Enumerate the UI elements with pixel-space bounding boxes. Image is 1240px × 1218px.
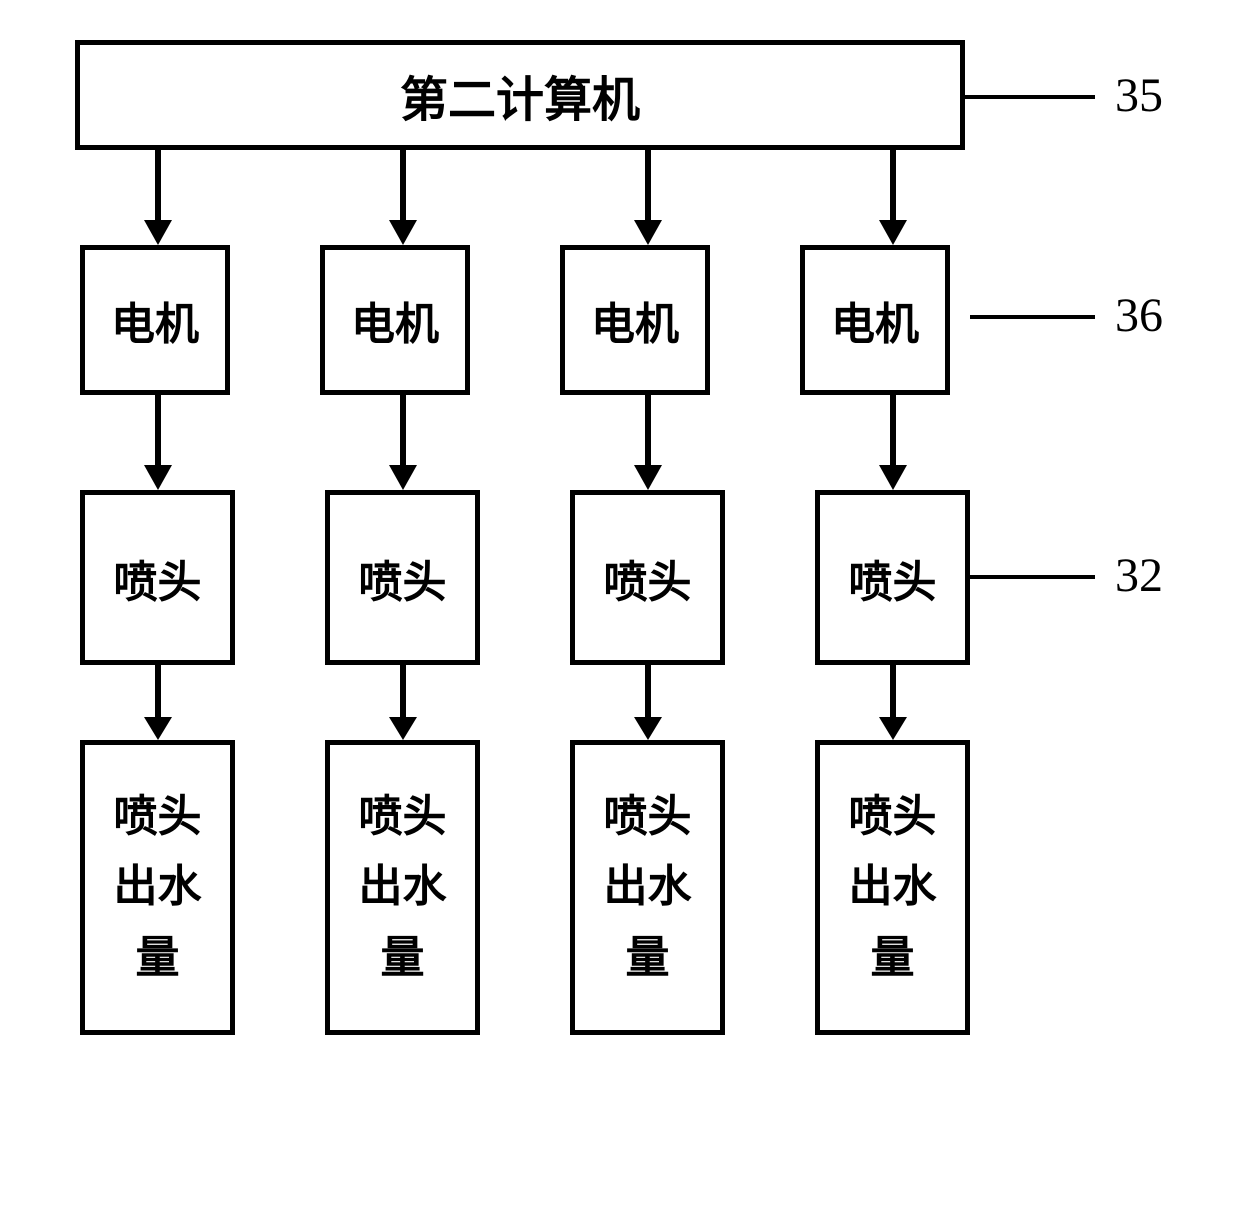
nozzle-label: 喷头 xyxy=(849,546,937,610)
arrow-cell xyxy=(80,395,235,490)
output-line3: 量 xyxy=(381,923,425,993)
arrow-down-icon xyxy=(383,150,423,245)
output-line1: 喷头 xyxy=(849,782,937,852)
motor-label: 电机 xyxy=(351,288,439,352)
output-box: 喷头 出水 量 xyxy=(815,740,970,1035)
output-box: 喷头 出水 量 xyxy=(570,740,725,1035)
leader-line-35 xyxy=(965,95,1095,99)
output-line1: 喷头 xyxy=(604,782,692,852)
output-box: 喷头 出水 量 xyxy=(325,740,480,1035)
arrow-cell xyxy=(815,395,970,490)
arrow-down-icon xyxy=(628,665,668,740)
output-line3: 量 xyxy=(626,923,670,993)
arrow-down-icon xyxy=(873,150,913,245)
output-text: 喷头 出水 量 xyxy=(849,782,937,993)
arrow-down-icon xyxy=(628,395,668,490)
arrow-cell xyxy=(325,150,480,245)
output-line2: 出水 xyxy=(359,852,447,922)
output-box: 喷头 出水 量 xyxy=(80,740,235,1035)
arrow-cell xyxy=(570,395,725,490)
arrow-down-icon xyxy=(383,665,423,740)
motor-label: 电机 xyxy=(831,288,919,352)
arrow-row-3 xyxy=(80,665,1170,740)
motor-label: 电机 xyxy=(111,288,199,352)
arrow-cell xyxy=(815,665,970,740)
arrow-down-icon xyxy=(873,665,913,740)
arrow-row-2 xyxy=(80,395,1170,490)
arrow-cell xyxy=(570,665,725,740)
output-line1: 喷头 xyxy=(114,782,202,852)
nozzle-label: 喷头 xyxy=(114,546,202,610)
arrow-down-icon xyxy=(138,150,178,245)
nozzle-box: 喷头 xyxy=(815,490,970,665)
motor-box: 电机 xyxy=(560,245,710,395)
output-line1: 喷头 xyxy=(359,782,447,852)
arrow-row-1 xyxy=(80,150,1170,245)
motor-row: 电机 电机 电机 电机 xyxy=(80,245,1170,395)
nozzle-box: 喷头 xyxy=(325,490,480,665)
arrow-cell xyxy=(80,665,235,740)
arrow-down-icon xyxy=(873,395,913,490)
motor-box: 电机 xyxy=(320,245,470,395)
ref-label-35: 35 xyxy=(1115,68,1163,123)
arrow-cell xyxy=(570,150,725,245)
leader-line-32 xyxy=(970,575,1095,579)
flowchart-diagram: 第二计算机 电机 xyxy=(70,40,1170,1035)
arrow-down-icon xyxy=(138,395,178,490)
output-text: 喷头 出水 量 xyxy=(604,782,692,993)
arrow-cell xyxy=(80,150,235,245)
arrow-cell xyxy=(325,665,480,740)
motor-label: 电机 xyxy=(591,288,679,352)
arrow-down-icon xyxy=(138,665,178,740)
nozzle-box: 喷头 xyxy=(570,490,725,665)
nozzle-label: 喷头 xyxy=(359,546,447,610)
output-line3: 量 xyxy=(136,923,180,993)
output-row: 喷头 出水 量 喷头 出水 量 喷头 出水 量 喷头 出水 量 xyxy=(80,740,1170,1035)
motor-box: 电机 xyxy=(800,245,950,395)
output-text: 喷头 出水 量 xyxy=(114,782,202,993)
arrow-down-icon xyxy=(383,395,423,490)
output-line2: 出水 xyxy=(604,852,692,922)
computer-box: 第二计算机 xyxy=(75,40,965,150)
output-line3: 量 xyxy=(871,923,915,993)
computer-label: 第二计算机 xyxy=(400,60,640,130)
arrow-cell xyxy=(815,150,970,245)
motor-box: 电机 xyxy=(80,245,230,395)
nozzle-box: 喷头 xyxy=(80,490,235,665)
nozzle-label: 喷头 xyxy=(604,546,692,610)
output-line2: 出水 xyxy=(849,852,937,922)
ref-label-32: 32 xyxy=(1115,548,1163,603)
ref-label-36: 36 xyxy=(1115,288,1163,343)
output-line2: 出水 xyxy=(114,852,202,922)
leader-line-36 xyxy=(970,315,1095,319)
arrow-cell xyxy=(325,395,480,490)
output-text: 喷头 出水 量 xyxy=(359,782,447,993)
arrow-down-icon xyxy=(628,150,668,245)
